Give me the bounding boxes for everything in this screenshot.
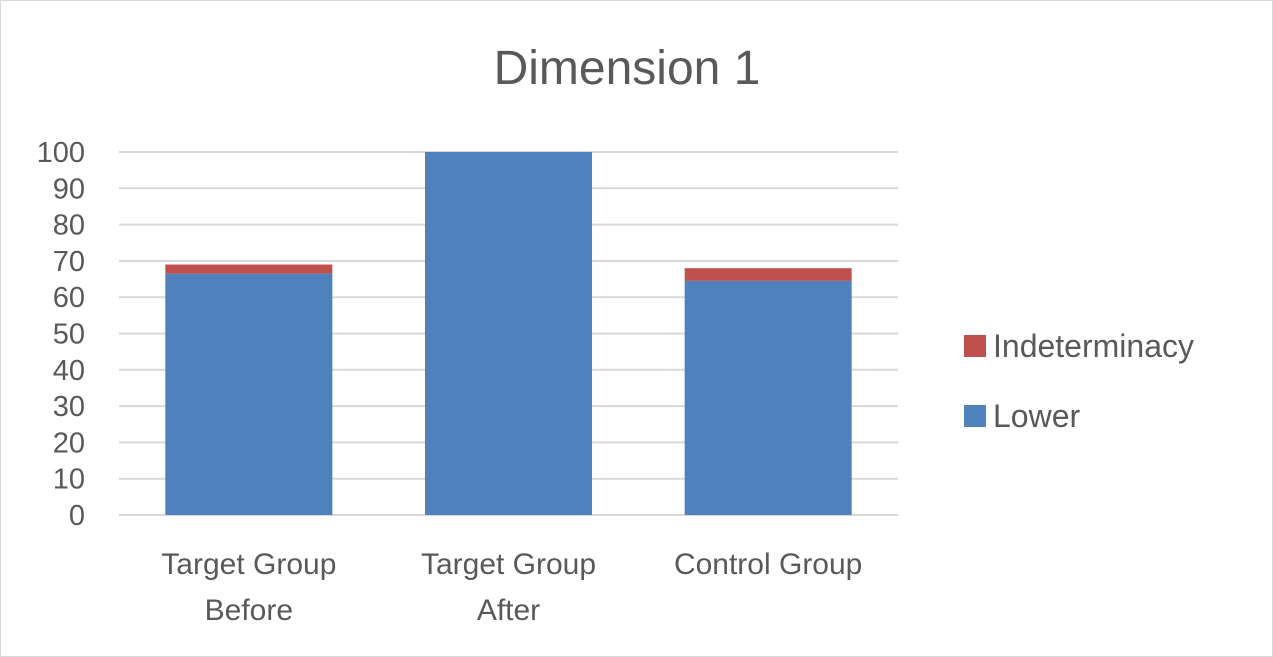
bar-indeterminacy-1 bbox=[165, 264, 333, 274]
y-tick-label: 10 bbox=[53, 464, 85, 496]
y-tick-label: 20 bbox=[53, 427, 85, 459]
y-tick-label: 30 bbox=[53, 391, 85, 423]
bars bbox=[165, 152, 852, 515]
y-tick-label: 90 bbox=[53, 173, 85, 205]
legend: Indeterminacy Lower bbox=[964, 328, 1194, 434]
y-tick-label: 70 bbox=[53, 246, 85, 278]
x-category-label: After bbox=[477, 594, 540, 627]
y-tick-label: 0 bbox=[69, 500, 85, 532]
x-category-label: Control Group bbox=[674, 548, 862, 581]
x-category-label: Before bbox=[205, 594, 293, 627]
y-tick-label: 40 bbox=[53, 355, 85, 387]
legend-label-indeterminacy: Indeterminacy bbox=[993, 328, 1194, 364]
legend-swatch-lower bbox=[964, 405, 986, 427]
bar-lower-1 bbox=[165, 273, 333, 515]
x-axis-category-labels: Target Group Before Target Group After Contr… bbox=[161, 548, 862, 627]
y-tick-label: 50 bbox=[53, 319, 85, 351]
legend-swatch-indeterminacy bbox=[964, 335, 986, 357]
legend-label-lower: Lower bbox=[993, 398, 1081, 434]
chart-title: Dimension 1 bbox=[494, 42, 761, 95]
y-tick-label: 80 bbox=[53, 210, 85, 242]
y-tick-label: 60 bbox=[53, 282, 85, 314]
y-tick-label: 100 bbox=[37, 137, 85, 169]
y-axis-tick-labels: 0 10 20 30 40 50 60 70 80 90 100 bbox=[37, 137, 85, 532]
bar-lower-2 bbox=[425, 152, 592, 515]
bar-indeterminacy-3 bbox=[684, 268, 852, 281]
x-category-label: Target Group bbox=[421, 548, 596, 581]
bar-lower-3 bbox=[684, 280, 852, 515]
x-category-label: Target Group bbox=[161, 548, 336, 581]
